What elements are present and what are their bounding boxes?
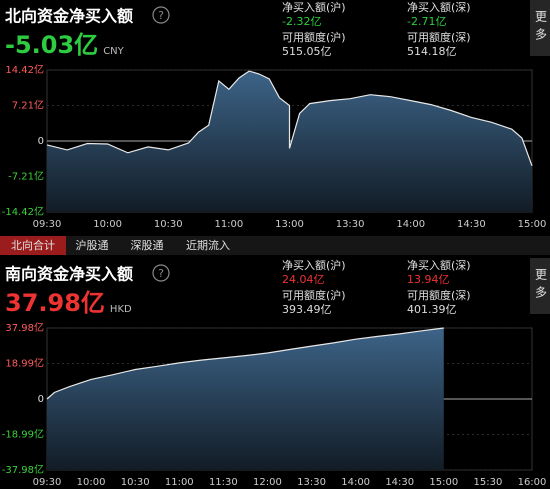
x-tick-label: 11:30 [209,477,238,488]
tab[interactable]: 近期流入 [186,238,230,252]
y-tick-label: 0 [38,394,44,405]
x-tick-label: 11:00 [165,477,194,488]
help-icon[interactable]: ? [158,9,164,22]
y-tick-label: 7.21亿 [12,99,44,112]
tab[interactable]: 北向合计 [11,238,55,252]
panel-title: 南向资金净买入额 [5,265,133,284]
x-tick-label: 14:30 [457,219,486,230]
x-tick-label: 11:00 [214,219,243,230]
tab[interactable]: 深股通 [131,239,164,252]
x-tick-label: 09:30 [33,219,62,230]
stat-label: 可用额度(沪) [282,30,346,44]
series-line [46,327,444,400]
panel-title: 北向资金净买入额 [5,7,133,26]
stat-value: 24.04亿 [282,273,325,286]
currency: HKD [110,304,132,315]
area-fill [47,328,444,470]
more-button-label[interactable]: 更多 [534,268,548,304]
y-tick-label: 0 [38,136,44,147]
y-tick-label: -7.21亿 [8,170,44,183]
stat-value: 401.39亿 [407,303,457,316]
x-tick-label: 10:30 [121,477,150,488]
x-tick-label: 13:30 [297,477,326,488]
x-tick-label: 09:30 [33,477,62,488]
headline-value: 37.98亿 [5,289,105,317]
stat-value: -2.32亿 [282,15,321,28]
x-tick-label: 14:30 [385,477,414,488]
help-icon-ring[interactable] [152,6,170,24]
stat-value: -2.71亿 [407,15,446,28]
more-button[interactable] [530,0,550,56]
stat-label: 净买入额(沪) [282,258,346,272]
stat-value: 13.94亿 [407,273,450,286]
x-tick-label: 10:30 [154,219,183,230]
x-tick-label: 13:30 [336,219,365,230]
stat-label: 可用额度(深) [407,30,471,44]
x-tick-label: 13:00 [275,219,304,230]
x-tick-label: 15:30 [473,477,502,488]
tab-bar [0,236,550,255]
y-tick-label: 37.98亿 [5,321,44,334]
active-tab[interactable] [0,236,66,255]
stat-label: 净买入额(深) [407,0,471,14]
y-tick-label: -14.42亿 [2,205,44,218]
y-tick-label: -18.99亿 [2,428,44,441]
stat-value: 393.49亿 [282,303,332,316]
currency: CNY [103,46,124,57]
stat-value: 514.18亿 [407,45,457,58]
y-tick-label: 14.42亿 [5,63,44,76]
stat-value: 515.05亿 [282,45,332,58]
more-button[interactable] [530,258,550,314]
x-tick-label: 10:00 [77,477,106,488]
help-icon[interactable]: ? [158,267,164,280]
stat-label: 净买入额(沪) [282,0,346,14]
x-tick-label: 15:00 [429,477,458,488]
x-tick-label: 14:00 [341,477,370,488]
y-tick-label: 18.99亿 [5,357,44,370]
more-button-label[interactable]: 更多 [534,10,548,46]
series-line [46,70,533,167]
tab[interactable]: 沪股通 [76,238,109,252]
x-tick-label: 16:00 [518,477,547,488]
stat-label: 净买入额(深) [407,258,471,272]
stat-label: 可用额度(沪) [282,288,346,302]
help-icon-ring[interactable] [152,264,170,282]
stat-label: 可用额度(深) [407,288,471,302]
x-tick-label: 14:00 [396,219,425,230]
x-tick-label: 12:00 [253,477,282,488]
x-tick-label: 15:00 [518,219,547,230]
headline-value: -5.03亿 [5,31,98,59]
y-tick-label: -37.98亿 [2,463,44,476]
x-tick-label: 10:00 [93,219,122,230]
